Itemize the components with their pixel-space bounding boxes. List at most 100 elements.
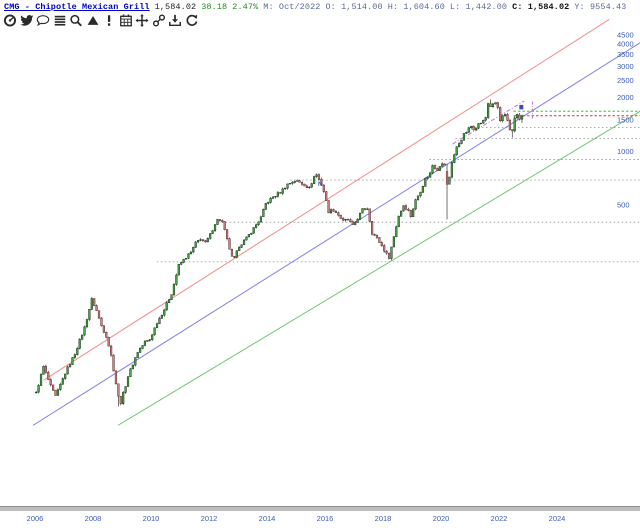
- price-tick-label: 3500: [617, 50, 634, 59]
- triangle-up-icon[interactable]: [86, 13, 100, 28]
- price-change-pct: 2.47%: [232, 2, 259, 12]
- candle-body: [269, 197, 272, 203]
- candle-body: [100, 317, 103, 327]
- candle-body: [421, 186, 424, 193]
- marker-last-price-flag[interactable]: [519, 104, 524, 110]
- year-tick-label: 2016: [317, 514, 334, 523]
- candle-body: [267, 202, 270, 204]
- candle-body: [337, 212, 340, 216]
- candle-body: [431, 165, 434, 174]
- candle-body: [511, 129, 514, 132]
- candle-body: [117, 383, 120, 397]
- candle-body: [184, 258, 188, 260]
- candle-body: [458, 143, 461, 148]
- candle-body: [155, 323, 159, 329]
- candle-body: [148, 339, 151, 341]
- candle-body: [404, 205, 408, 210]
- candle-body: [163, 309, 166, 316]
- candle-body: [416, 195, 420, 200]
- candle-body: [453, 154, 456, 163]
- link-icon[interactable]: [152, 13, 166, 28]
- candle-body: [136, 352, 139, 358]
- candle-body: [211, 230, 214, 234]
- candle-body: [346, 219, 350, 221]
- candle-body: [342, 218, 345, 221]
- comment-icon[interactable]: [36, 13, 50, 28]
- candle-body: [494, 102, 497, 105]
- year-tick-label: 2012: [201, 514, 218, 523]
- candle-body: [47, 372, 50, 380]
- marker-chart-note[interactable]: N: [318, 182, 322, 188]
- candle-body: [114, 370, 118, 385]
- ticker-link[interactable]: CMG - Chipotle Mexican Grill: [4, 2, 150, 12]
- alert-icon[interactable]: [102, 13, 116, 28]
- candle-body: [245, 236, 248, 241]
- candle-body: [177, 264, 180, 276]
- candle-body: [317, 174, 321, 180]
- candle-body: [122, 392, 125, 404]
- candle-body: [274, 195, 277, 198]
- candle-body: [54, 389, 57, 396]
- candle-body: [56, 389, 60, 396]
- candle-body: [59, 383, 62, 390]
- candle-body: [110, 345, 113, 356]
- candle-body: [102, 325, 105, 333]
- candle-body: [223, 221, 226, 230]
- open-field: O: 1,514.00: [325, 2, 383, 12]
- refresh-icon[interactable]: [185, 13, 199, 28]
- candle-body: [119, 395, 122, 404]
- candle-body: [344, 219, 347, 221]
- twitter-icon[interactable]: [19, 13, 34, 28]
- candle-body: [199, 239, 202, 241]
- candle-body: [107, 336, 110, 347]
- candle-body: [105, 331, 108, 338]
- price-tick-label: 1000: [617, 147, 634, 156]
- candle-body: [90, 298, 93, 310]
- candle-body: [443, 163, 446, 166]
- candle-body: [221, 220, 224, 222]
- candle-body: [424, 178, 427, 187]
- candle-body: [426, 176, 429, 179]
- candle-body: [66, 366, 69, 375]
- candle-body: [68, 364, 72, 368]
- horizontal-scrollbar[interactable]: [0, 506, 640, 511]
- candle-body: [286, 183, 289, 189]
- candle-body: [315, 174, 318, 177]
- candle-body: [501, 115, 504, 122]
- candle-body: [146, 340, 149, 342]
- low-field: L: 1,442.00: [449, 2, 508, 12]
- candle-body: [380, 242, 383, 246]
- period-field: M: Oct/2022: [263, 2, 321, 12]
- candle-body: [438, 166, 441, 171]
- last-price: 1,584.02: [154, 2, 197, 12]
- candle-body: [233, 256, 236, 258]
- list-icon[interactable]: [53, 13, 67, 28]
- year-tick-label: 2006: [27, 514, 44, 523]
- candle-body: [226, 229, 229, 239]
- candle-body: [308, 186, 311, 189]
- calendar-icon[interactable]: [119, 13, 133, 28]
- candle-body: [262, 208, 265, 218]
- candle-body: [279, 192, 282, 194]
- year-tick-label: 2008: [85, 514, 102, 523]
- move-icon[interactable]: [135, 13, 149, 28]
- candle-body: [250, 232, 253, 235]
- candle-body: [465, 131, 468, 134]
- gauge-icon[interactable]: [3, 13, 17, 28]
- year-tick-label: 2010: [143, 514, 160, 523]
- candle-body: [160, 314, 163, 319]
- candle-body: [472, 125, 475, 131]
- search-icon[interactable]: [69, 13, 83, 28]
- candle-body: [264, 203, 267, 210]
- download-icon[interactable]: [168, 13, 182, 28]
- candle-body: [88, 309, 91, 320]
- candle-body: [390, 246, 393, 259]
- candle-body: [143, 341, 147, 346]
- candle-body: [187, 253, 190, 259]
- candle-body: [298, 180, 301, 183]
- candle-body: [242, 239, 246, 245]
- candle-body: [134, 357, 137, 366]
- candle-body: [358, 212, 362, 220]
- candle-body: [71, 357, 74, 365]
